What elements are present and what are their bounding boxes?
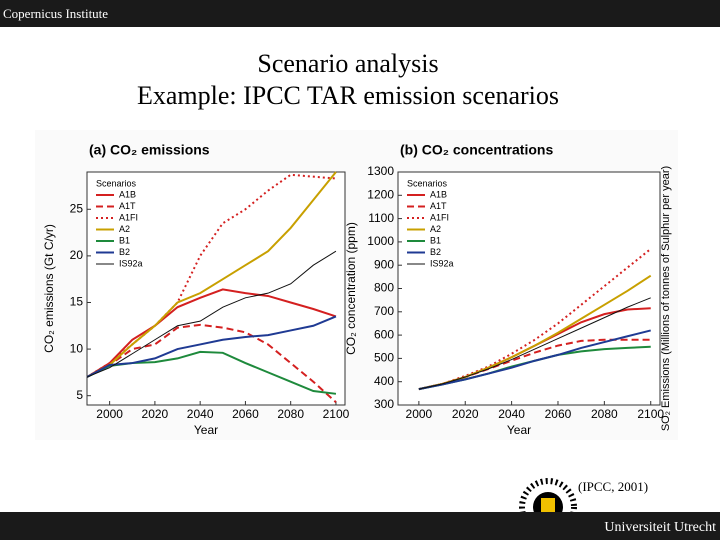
- y-axis-title: CO₂ emissions (Gt C/yr): [42, 224, 56, 353]
- y-tick-label: 1300: [367, 164, 394, 178]
- legend-label: A1T: [119, 201, 136, 211]
- chart-title: (a) CO₂ emissions: [89, 142, 210, 158]
- footer-bar: [0, 512, 720, 540]
- y-tick-label: 800: [374, 281, 394, 295]
- legend-label: A1B: [119, 189, 136, 199]
- series-line: [86, 171, 337, 378]
- x-tick-label: 2020: [142, 407, 169, 421]
- y-axis-title: CO₂ concentration (ppm): [344, 222, 358, 355]
- y-tick-label: 5: [76, 388, 83, 402]
- x-tick-label: 2060: [232, 407, 259, 421]
- series-line: [86, 288, 337, 378]
- legend-label: A1B: [430, 189, 447, 199]
- y-tick-label: 20: [70, 248, 84, 262]
- slide-title: Scenario analysis: [257, 49, 438, 78]
- y-tick-label: 1200: [367, 187, 394, 201]
- legend-label: A1T: [430, 201, 447, 211]
- x-tick-label: 2000: [96, 407, 123, 421]
- y-tick-label: 600: [374, 327, 394, 341]
- legend-label: B2: [430, 247, 441, 257]
- x-axis-title: Year: [507, 423, 531, 437]
- x-tick-label: 2040: [498, 407, 525, 421]
- x-tick-label: 2000: [406, 407, 433, 421]
- y-tick-label: 25: [70, 201, 84, 215]
- legend-label: IS92a: [119, 258, 143, 268]
- x-tick-label: 2100: [323, 407, 350, 421]
- y2-axis-title: SO₂ Emissions (Millions of tonnes of Sul…: [660, 166, 672, 431]
- y-tick-label: 10: [70, 341, 84, 355]
- y-tick-label: 900: [374, 257, 394, 271]
- x-tick-label: 2040: [187, 407, 214, 421]
- footer-text: Universiteit Utrecht: [604, 520, 716, 535]
- series-line: [86, 323, 337, 403]
- y-tick-label: 15: [70, 295, 84, 309]
- header-bar: [0, 0, 720, 27]
- x-tick-label: 2080: [591, 407, 618, 421]
- series-line: [418, 297, 651, 390]
- legend-label: B2: [119, 247, 130, 257]
- x-tick-label: 2080: [277, 407, 304, 421]
- legend-label: A1FI: [119, 212, 138, 222]
- legend-label: A2: [430, 224, 441, 234]
- y-tick-label: 1100: [368, 211, 394, 225]
- plot-frame: [86, 171, 346, 406]
- y-tick-label: 1000: [367, 234, 394, 248]
- x-tick-label: 2100: [637, 407, 664, 421]
- chart-title: (b) CO₂ concentrations: [400, 142, 553, 158]
- y-tick-label: 300: [374, 397, 394, 411]
- legend-title: Scenarios: [407, 178, 448, 188]
- series-line: [86, 315, 337, 378]
- legend-title: Scenarios: [96, 178, 137, 188]
- legend-label: A2: [119, 224, 130, 234]
- legend-label: A1FI: [430, 212, 449, 222]
- x-tick-label: 2020: [452, 407, 479, 421]
- series-line: [86, 250, 337, 378]
- slide-subtitle: Example: IPCC TAR emission scenarios: [137, 81, 559, 110]
- legend-label: B1: [119, 235, 130, 245]
- y-tick-label: 400: [374, 374, 394, 388]
- citation: (IPCC, 2001): [578, 479, 648, 494]
- series-line: [418, 329, 651, 391]
- header-text: Copernicus Institute: [3, 6, 108, 21]
- x-tick-label: 2060: [545, 407, 572, 421]
- y-tick-label: 500: [374, 351, 394, 365]
- x-axis-title: Year: [194, 423, 218, 437]
- legend-label: B1: [430, 235, 441, 245]
- legend-label: IS92a: [430, 258, 454, 268]
- y-tick-label: 700: [374, 304, 394, 318]
